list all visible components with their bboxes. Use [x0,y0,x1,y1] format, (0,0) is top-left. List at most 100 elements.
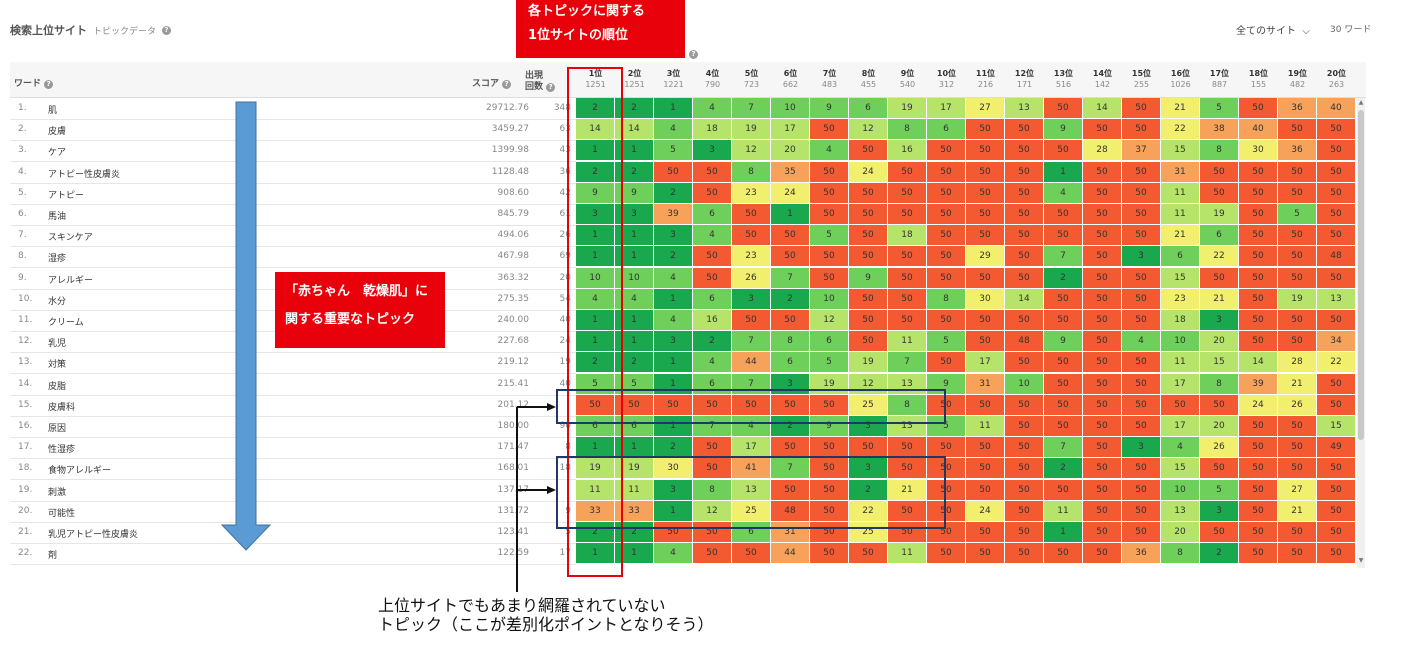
heatmap-cell[interactable]: 50 [1239,246,1277,267]
table-row[interactable]: 14. 皮脂 215.41 40 [10,374,576,396]
heatmap-cell[interactable]: 50 [1044,288,1082,309]
heatmap-cell[interactable]: 8 [693,479,731,500]
heatmap-cell[interactable]: 50 [1317,267,1355,288]
heatmap-cell[interactable]: 39 [654,204,692,224]
heatmap-cell[interactable]: 44 [771,543,809,564]
rank-header[interactable]: 7位 483 [810,68,849,90]
heatmap-cell[interactable]: 3 [1122,246,1160,267]
heatmap-cell[interactable]: 1 [615,331,653,352]
rank-header[interactable]: 8位 455 [849,68,888,90]
rank-header[interactable]: 13位 516 [1044,68,1083,90]
heatmap-cell[interactable]: 3 [654,479,692,500]
heatmap-cell[interactable]: 50 [1122,182,1160,203]
heatmap-cell[interactable]: 14 [615,119,653,140]
heatmap-cell[interactable]: 50 [1239,458,1277,479]
heatmap-cell[interactable]: 50 [1044,543,1082,564]
heatmap-cell[interactable]: 50 [1278,267,1316,288]
heatmap-cell[interactable]: 50 [1122,267,1160,288]
heatmap-cell[interactable]: 2 [693,331,731,352]
heatmap-cell[interactable]: 50 [576,394,614,415]
table-row[interactable]: 4. アトピー性皮膚炎 1128.48 36 [10,162,576,184]
heatmap-cell[interactable]: 3 [1200,310,1238,330]
heatmap-cell[interactable]: 7 [732,331,770,352]
heatmap-cell[interactable]: 50 [654,522,692,542]
heatmap-cell[interactable]: 44 [732,352,770,373]
heatmap-cell[interactable]: 13 [888,416,926,436]
heatmap-cell[interactable]: 3 [1122,437,1160,458]
heatmap-cell[interactable]: 50 [810,182,848,203]
heatmap-cell[interactable]: 5 [1200,98,1238,118]
heatmap-cell[interactable]: 50 [1005,394,1043,415]
heatmap-cell[interactable]: 16 [693,310,731,330]
rank-header[interactable]: 10位 312 [927,68,966,90]
heatmap-cell[interactable]: 50 [1122,479,1160,500]
heatmap-cell[interactable]: 50 [1005,119,1043,140]
heatmap-cell[interactable]: 50 [1083,437,1121,458]
heatmap-cell[interactable]: 50 [810,543,848,564]
heatmap-cell[interactable]: 50 [966,458,1004,479]
heatmap-cell[interactable]: 50 [927,352,965,373]
heatmap-cell[interactable]: 50 [927,394,965,415]
rank-header[interactable]: 6位 662 [771,68,810,90]
heatmap-cell[interactable]: 49 [1317,437,1355,458]
heatmap-cell[interactable]: 50 [1122,98,1160,118]
heatmap-cell[interactable]: 38 [1200,119,1238,140]
heatmap-cell[interactable]: 2 [576,161,614,182]
heatmap-cell[interactable]: 50 [1239,98,1277,118]
heatmap-cell[interactable]: 48 [771,500,809,521]
heatmap-cell[interactable]: 50 [849,246,887,267]
heatmap-cell[interactable]: 22 [1200,246,1238,267]
heatmap-cell[interactable]: 36 [1278,140,1316,161]
heatmap-cell[interactable]: 21 [1278,373,1316,394]
heatmap-cell[interactable]: 50 [1239,416,1277,436]
heatmap-cell[interactable]: 1 [654,98,692,118]
heatmap-cell[interactable]: 50 [1083,500,1121,521]
heatmap-cell[interactable]: 50 [1317,394,1355,415]
heatmap-cell[interactable]: 7 [888,352,926,373]
heatmap-cell[interactable]: 50 [1005,246,1043,267]
heatmap-cell[interactable]: 50 [888,310,926,330]
heatmap-cell[interactable]: 50 [1278,331,1316,352]
heatmap-cell[interactable]: 19 [576,458,614,479]
heatmap-cell[interactable]: 7 [732,98,770,118]
heatmap-cell[interactable]: 50 [1122,458,1160,479]
heatmap-cell[interactable]: 50 [1239,331,1277,352]
heatmap-cell[interactable]: 50 [1317,543,1355,564]
heatmap-cell[interactable]: 37 [1122,140,1160,161]
heatmap-cell[interactable]: 50 [732,225,770,246]
heatmap-cell[interactable]: 4 [615,288,653,309]
heatmap-cell[interactable]: 50 [927,204,965,224]
heatmap-cell[interactable]: 7 [771,458,809,479]
heatmap-cell[interactable]: 50 [732,310,770,330]
rank-header[interactable]: 12位 171 [1005,68,1044,90]
heatmap-cell[interactable]: 50 [1278,161,1316,182]
heatmap-cell[interactable]: 50 [966,522,1004,542]
heatmap-cell[interactable]: 19 [615,458,653,479]
heatmap-cell[interactable]: 50 [1005,267,1043,288]
heatmap-cell[interactable]: 4 [1161,437,1199,458]
heatmap-cell[interactable]: 50 [771,394,809,415]
heatmap-cell[interactable]: 50 [1278,416,1316,436]
heatmap-cell[interactable]: 9 [1044,331,1082,352]
heatmap-cell[interactable]: 6 [693,373,731,394]
heatmap-cell[interactable]: 30 [1239,140,1277,161]
heatmap-cell[interactable]: 1 [576,225,614,246]
heatmap-cell[interactable]: 21 [1161,225,1199,246]
heatmap-cell[interactable]: 2 [615,98,653,118]
heatmap-cell[interactable]: 20 [771,140,809,161]
heatmap-cell[interactable]: 50 [1239,543,1277,564]
heatmap-cell[interactable]: 50 [927,140,965,161]
table-row[interactable]: 19. 刺激 137.17 [10,480,576,502]
heatmap-cell[interactable]: 1 [654,500,692,521]
heatmap-cell[interactable]: 21 [1200,288,1238,309]
heatmap-cell[interactable]: 6 [576,416,614,436]
heatmap-cell[interactable]: 2 [576,352,614,373]
heatmap-cell[interactable]: 50 [1317,373,1355,394]
heatmap-cell[interactable]: 33 [615,500,653,521]
site-filter-dropdown[interactable]: 全てのサイト ⌵ [1236,22,1310,37]
heatmap-cell[interactable]: 50 [771,225,809,246]
rank-header[interactable]: 17位 887 [1200,68,1239,90]
heatmap-cell[interactable]: 15 [1161,458,1199,479]
heatmap-cell[interactable]: 28 [1083,140,1121,161]
rank-header[interactable]: 5位 723 [732,68,771,90]
